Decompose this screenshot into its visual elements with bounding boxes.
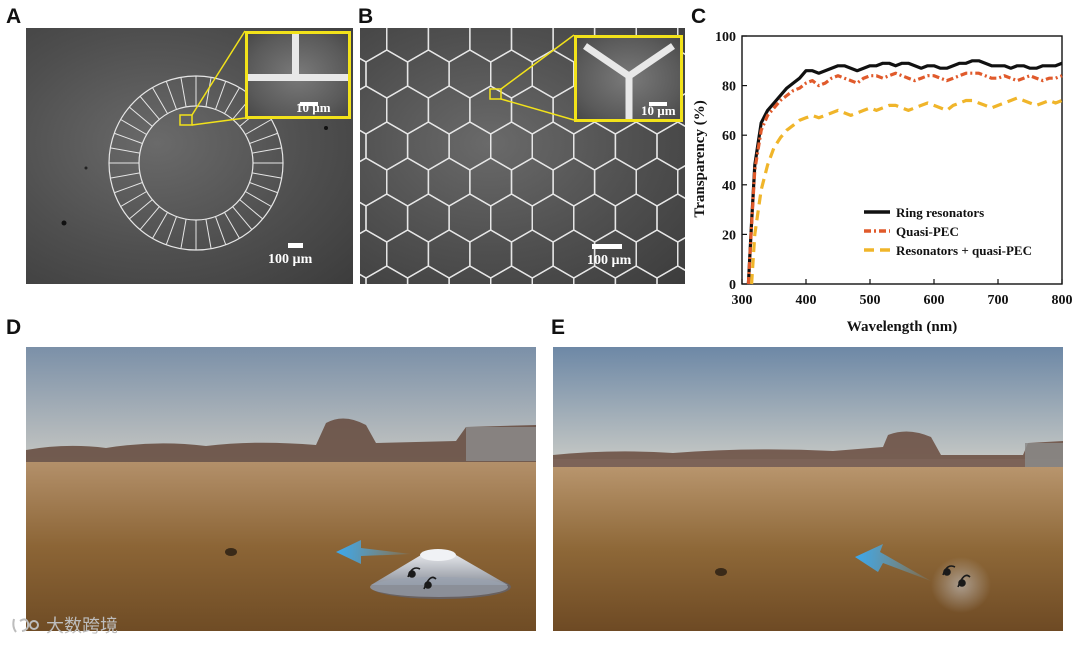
- chart-axes-frame: [741, 35, 1063, 285]
- y-tick-label: 80: [722, 80, 736, 95]
- legend-label-3: Resonators + quasi-PEC: [896, 243, 1032, 258]
- panel-label-b: B: [358, 5, 374, 28]
- y-tick-label: 20: [722, 228, 736, 243]
- x-tick-label: 400: [796, 293, 817, 308]
- chart-ticks: 300 400 500 600 700 800 0 20 40 60 80 100: [715, 30, 1073, 308]
- ring-resonator-pattern: [61, 30, 328, 251]
- watermark-logo: [10, 615, 40, 635]
- x-tick-label: 600: [924, 293, 945, 308]
- field-scene-e: [553, 347, 1063, 631]
- panel-label-d: D: [6, 316, 22, 339]
- field-scene-d: [26, 347, 536, 631]
- chart-legend: Ring resonators Quasi-PEC Resonators + qua…: [864, 205, 1032, 258]
- sem-image-quasi-pec: 100 µm 10 µm: [360, 28, 685, 284]
- sem-image-ring-resonators: 100 µm 10 µm: [26, 28, 353, 284]
- mouse-icon: [407, 567, 437, 590]
- field-photo-with-cloaked-device: [553, 347, 1063, 631]
- y-tick-label: 60: [722, 129, 736, 144]
- x-tick-label: 300: [732, 293, 753, 308]
- chart-series-group: [746, 59, 1063, 285]
- chart-y-axis-label: Transparency (%): [692, 100, 708, 217]
- inset-t-junction: [248, 34, 348, 106]
- series-line-1: [746, 59, 1063, 285]
- transparency-chart: 300 400 500 600 700 800 0 20 40 60 80 100 Ring reso…: [692, 30, 1073, 335]
- y-tick-label: 0: [729, 278, 736, 293]
- series-line-2: [746, 71, 1063, 285]
- watermark-text: 大数跨境: [46, 616, 118, 637]
- inset-y-junction: [583, 43, 675, 119]
- legend-label-1: Ring resonators: [896, 205, 984, 220]
- hexagon-mesh-pattern: [360, 28, 685, 284]
- y-tick-label: 100: [715, 30, 736, 45]
- sem-inset-b: 10 µm: [574, 35, 683, 122]
- panel-label-c: C: [691, 5, 707, 28]
- legend-label-2: Quasi-PEC: [896, 224, 959, 239]
- mouse-icon: [942, 565, 971, 588]
- scale-bar-label-a: 100 µm: [268, 252, 313, 267]
- series-line-3: [750, 96, 1063, 285]
- watermark: 大数跨境: [10, 612, 118, 638]
- x-tick-label: 800: [1052, 293, 1073, 308]
- panel-label-a: A: [6, 5, 22, 28]
- inset-scale-label-b: 10 µm: [641, 103, 676, 118]
- chart-x-axis-label: Wavelength (nm): [847, 319, 957, 335]
- x-tick-label: 500: [860, 293, 881, 308]
- x-tick-label: 700: [988, 293, 1009, 308]
- scale-bar-label-b: 100 µm: [587, 253, 632, 268]
- field-photo-with-device: [26, 347, 536, 631]
- sem-inset-a: 10 µm: [245, 31, 351, 119]
- inset-scale-label-a: 10 µm: [296, 100, 331, 115]
- panel-label-e: E: [551, 316, 566, 339]
- y-tick-label: 40: [722, 179, 736, 194]
